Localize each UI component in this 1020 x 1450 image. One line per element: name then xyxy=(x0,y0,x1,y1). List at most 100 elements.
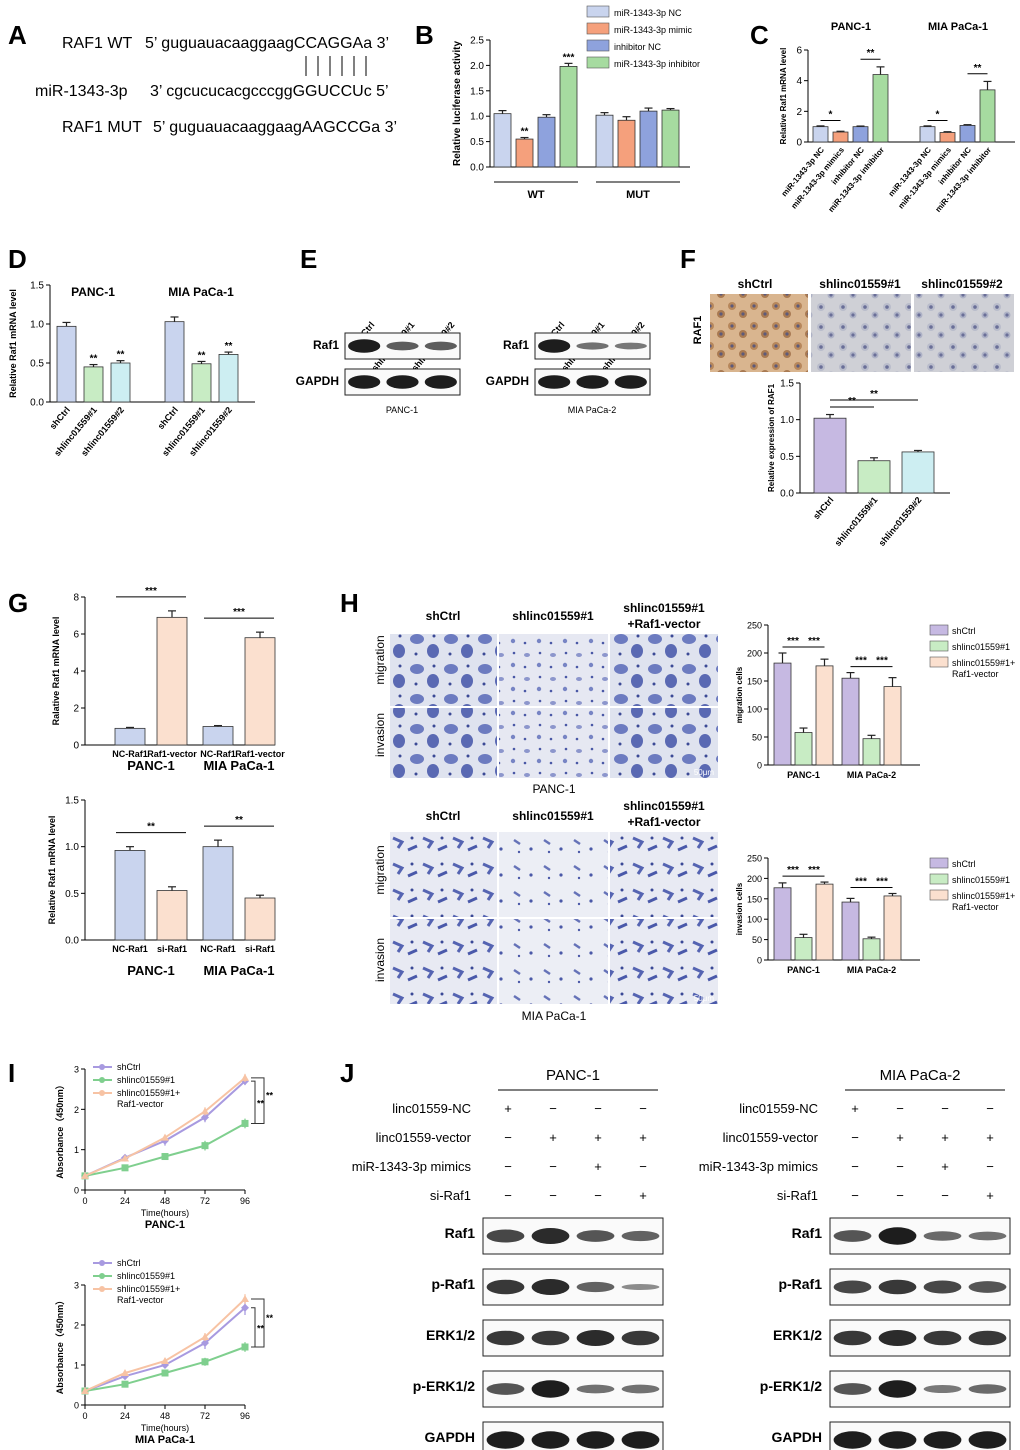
significance-label: *** xyxy=(808,636,820,647)
bar xyxy=(852,126,869,143)
y-tick-label: 50 xyxy=(752,733,762,743)
x-tick-label: 24 xyxy=(120,1196,130,1206)
h1-col-sh1-raf1-a: shlinc01559#1 xyxy=(623,601,705,615)
legend-label: Raf1-vector xyxy=(952,669,999,679)
significance-label: ** xyxy=(117,350,125,361)
condition-sign: + xyxy=(941,1159,949,1174)
data-point xyxy=(81,1387,89,1394)
condition-sign: + xyxy=(594,1130,602,1145)
bar xyxy=(919,126,936,143)
h2-img-migration-2 xyxy=(499,832,608,917)
ihc-label-sh2: shlinc01559#2 xyxy=(921,277,1003,291)
bar xyxy=(872,74,889,143)
raf1-mut-label: RAF1 MUT xyxy=(62,119,142,136)
ihc-label-shctrl: shCtrl xyxy=(738,277,773,291)
y-tick-label: 250 xyxy=(747,854,762,864)
bar xyxy=(114,850,146,941)
panel-letter-c: C xyxy=(750,20,769,50)
significance-bracket xyxy=(251,1298,265,1348)
h2-row-migration: migration xyxy=(373,845,387,894)
blot-band xyxy=(968,1281,1007,1293)
legend-label: shlinc01559#1 xyxy=(952,642,1010,652)
data-point xyxy=(201,1113,209,1122)
condition-sign: − xyxy=(851,1188,859,1203)
legend-label: Raf1-vector xyxy=(952,902,999,912)
blot-band xyxy=(833,1383,872,1395)
group-label: MIA PaCa-1 xyxy=(203,963,274,978)
significance-label: *** xyxy=(855,876,867,887)
blot-row-label: GAPDH xyxy=(296,374,339,388)
panel-letter-h: H xyxy=(340,588,359,618)
bar xyxy=(537,116,556,168)
y-tick-label: 0.0 xyxy=(780,489,794,500)
condition-sign: + xyxy=(549,1130,557,1145)
y-tick-label: 4 xyxy=(73,667,79,678)
y-tick-label: 1.0 xyxy=(780,415,794,426)
blot-band xyxy=(923,1330,962,1346)
y-tick-label: 1.0 xyxy=(470,112,484,123)
blot-band xyxy=(424,375,457,389)
h1-img-invasion-2 xyxy=(499,708,608,778)
blot-band xyxy=(538,339,571,353)
condition-label: linc01559-NC xyxy=(739,1101,818,1116)
series-line xyxy=(84,1307,246,1392)
x-tick-label: NC-Raf1 xyxy=(200,944,236,954)
y-tick-label: 2 xyxy=(74,1321,79,1331)
ihc-label-sh1: shlinc01559#1 xyxy=(819,277,901,291)
bar xyxy=(156,616,188,746)
x-tick-label: 96 xyxy=(240,1196,250,1206)
blot-band xyxy=(923,1231,962,1241)
blot-band xyxy=(486,1279,525,1295)
significance-label: ** xyxy=(257,1098,265,1108)
y-tick-label: 100 xyxy=(747,705,762,715)
blot-band xyxy=(424,341,457,351)
condition-sign: − xyxy=(549,1188,557,1203)
blot-band xyxy=(531,1279,570,1295)
condition-sign: − xyxy=(986,1159,994,1174)
panel-h-micrographs: shCtrl shlinc01559#1 shlinc01559#1 +Raf1… xyxy=(373,601,718,1023)
chart-title: MIA PaCa-1 xyxy=(135,1434,195,1446)
condition-sign: − xyxy=(851,1159,859,1174)
blot-band xyxy=(878,1279,917,1295)
x-tick-label: si-Raf1 xyxy=(245,944,275,954)
y-tick-label: 0.0 xyxy=(65,936,79,947)
legend-swatch xyxy=(586,39,610,52)
legend-label: shCtrl xyxy=(117,1258,141,1268)
data-point xyxy=(241,1295,249,1302)
y-tick-label: 1.5 xyxy=(30,281,44,292)
bar xyxy=(56,325,77,403)
series-line xyxy=(84,1122,246,1177)
legend-swatch xyxy=(586,22,610,35)
legend-label: miR-1343-3p NC xyxy=(614,8,682,18)
blot-band xyxy=(923,1384,962,1394)
data-point xyxy=(201,1358,209,1366)
bar xyxy=(493,113,512,168)
blot-band xyxy=(833,1230,872,1242)
y-axis-label: migration cells xyxy=(735,666,744,723)
legend-label: shlinc01559#1 xyxy=(117,1271,175,1281)
blot-band xyxy=(576,1330,615,1346)
condition-sign: − xyxy=(504,1159,512,1174)
legend-swatch xyxy=(929,873,949,885)
bar xyxy=(815,665,834,766)
ihc-row-label: RAF1 xyxy=(692,316,704,345)
bar xyxy=(244,637,276,746)
blot-band xyxy=(621,1230,660,1242)
blot-band xyxy=(833,1280,872,1294)
chart-h-invasion: 0 50 100 150 200 250 invasion cells *** *** PANC-… xyxy=(735,854,1015,976)
bar xyxy=(661,109,680,168)
significance-label: ** xyxy=(257,1323,265,1333)
blot-band xyxy=(538,375,571,389)
bar xyxy=(841,901,860,961)
legend-marker xyxy=(99,1273,105,1279)
h2-img-invasion-3 xyxy=(610,919,718,1004)
x-tick-label: Raf1-vector xyxy=(235,749,285,759)
y-axis-label: invasion cells xyxy=(735,882,744,935)
h1-col-shctrl: shCtrl xyxy=(426,609,461,623)
legend-label: miR-1343-3p mimic xyxy=(614,25,693,35)
panel-letter-j: J xyxy=(340,1058,354,1088)
blot-group-title: MIA PaCa-2 xyxy=(880,1067,961,1084)
panel-letter-f: F xyxy=(680,244,696,274)
panel-f-ihc: shCtrl shlinc01559#1 shlinc01559#2 RAF1 xyxy=(692,277,1014,372)
condition-sign: + xyxy=(639,1188,647,1203)
